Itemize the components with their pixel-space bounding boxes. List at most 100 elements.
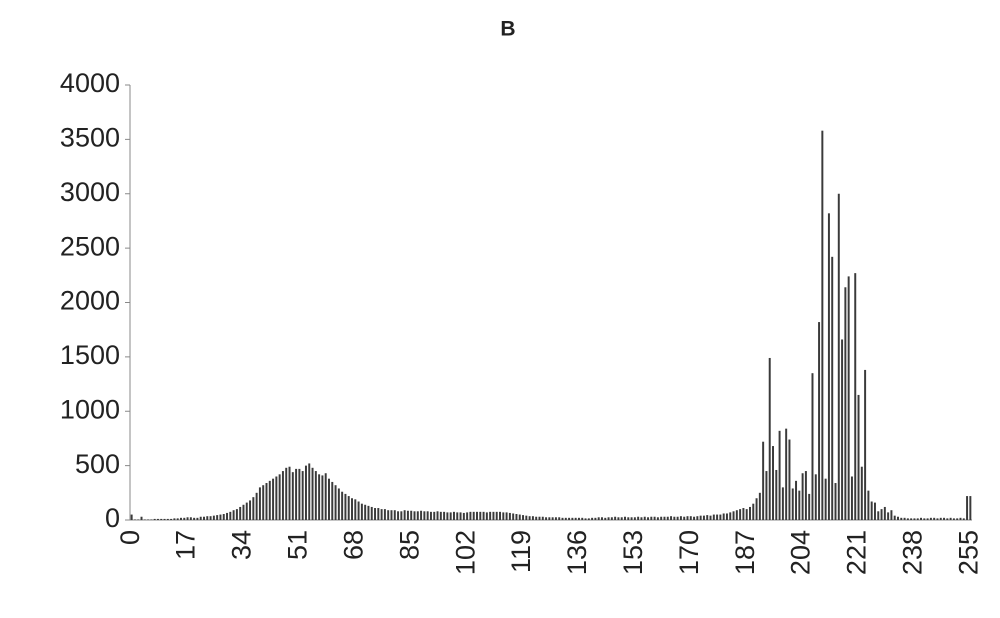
- bar: [568, 517, 571, 520]
- bar: [554, 517, 557, 520]
- bar: [923, 518, 926, 520]
- bar: [462, 512, 465, 520]
- bar: [143, 519, 146, 520]
- bar: [268, 480, 271, 520]
- bar: [397, 511, 400, 520]
- bar: [600, 517, 603, 520]
- bar: [265, 483, 268, 520]
- bar: [683, 516, 686, 520]
- bar: [610, 517, 613, 520]
- bar: [295, 468, 298, 520]
- bar: [900, 517, 903, 520]
- bar: [545, 517, 548, 520]
- bar: [821, 130, 824, 521]
- bar: [482, 511, 485, 520]
- bar: [564, 517, 567, 520]
- bar: [275, 476, 278, 520]
- bar: [176, 518, 179, 520]
- bar: [209, 516, 212, 520]
- bar: [880, 509, 883, 520]
- bar: [515, 514, 518, 520]
- x-tick-label: 187: [730, 530, 760, 575]
- bar: [617, 517, 620, 520]
- bar: [390, 510, 393, 520]
- bar: [347, 496, 350, 520]
- bar: [258, 487, 261, 520]
- bar: [798, 490, 801, 520]
- x-tick-label: 153: [618, 530, 648, 575]
- bar: [834, 483, 837, 520]
- bar: [416, 511, 419, 520]
- bar: [558, 517, 561, 520]
- bar: [203, 516, 205, 520]
- bar: [897, 516, 899, 520]
- bar: [811, 373, 814, 520]
- bar: [452, 511, 455, 520]
- y-tick-label: 3500: [60, 123, 120, 153]
- bar: [522, 515, 525, 520]
- bar: [906, 518, 909, 520]
- bar: [808, 493, 811, 520]
- bar: [341, 491, 344, 520]
- x-tick-label: 221: [842, 530, 872, 575]
- bar: [561, 517, 564, 520]
- bar: [321, 475, 324, 520]
- bar: [216, 515, 219, 520]
- bar: [508, 512, 511, 520]
- bar: [946, 518, 949, 520]
- bar: [235, 509, 238, 520]
- bar: [624, 516, 626, 520]
- bar: [844, 287, 847, 520]
- bar: [781, 487, 784, 520]
- bar: [308, 463, 311, 520]
- bar: [502, 512, 505, 520]
- bar: [926, 518, 929, 520]
- bar: [531, 516, 534, 520]
- bar: [311, 467, 314, 520]
- bar: [446, 512, 449, 520]
- bar: [791, 488, 794, 520]
- bar: [400, 511, 403, 520]
- bar: [252, 497, 255, 520]
- bar: [956, 518, 959, 520]
- bar: [456, 512, 459, 520]
- bar: [742, 508, 745, 520]
- bar: [591, 517, 594, 520]
- bar: [150, 519, 153, 520]
- bar: [485, 512, 488, 520]
- bar: [528, 516, 531, 520]
- bar: [620, 517, 623, 520]
- bar: [952, 518, 955, 520]
- y-tick-label: 3000: [60, 177, 120, 207]
- bar: [472, 511, 475, 520]
- bar: [614, 516, 617, 520]
- bar: [969, 496, 972, 520]
- x-tick-label: 0: [115, 530, 145, 545]
- bar: [459, 512, 462, 520]
- bar: [255, 492, 258, 520]
- bar: [492, 511, 495, 520]
- bar: [962, 518, 965, 520]
- bar: [581, 517, 584, 520]
- bar: [443, 511, 446, 520]
- bar: [512, 513, 515, 520]
- bar: [594, 517, 597, 520]
- bar: [137, 519, 140, 520]
- bar: [650, 516, 653, 520]
- bar: [439, 511, 442, 520]
- bar: [538, 516, 541, 520]
- bar: [597, 517, 600, 520]
- bar: [801, 473, 804, 520]
- bar: [166, 518, 169, 520]
- x-tick-label: 238: [898, 530, 928, 575]
- bar: [387, 510, 390, 520]
- bar: [627, 517, 630, 520]
- bar: [870, 501, 873, 520]
- bar: [916, 518, 919, 520]
- bar: [920, 517, 923, 520]
- bar: [281, 471, 284, 520]
- bar: [429, 511, 432, 520]
- bar: [499, 511, 502, 520]
- bar: [140, 516, 143, 520]
- bar: [584, 518, 587, 520]
